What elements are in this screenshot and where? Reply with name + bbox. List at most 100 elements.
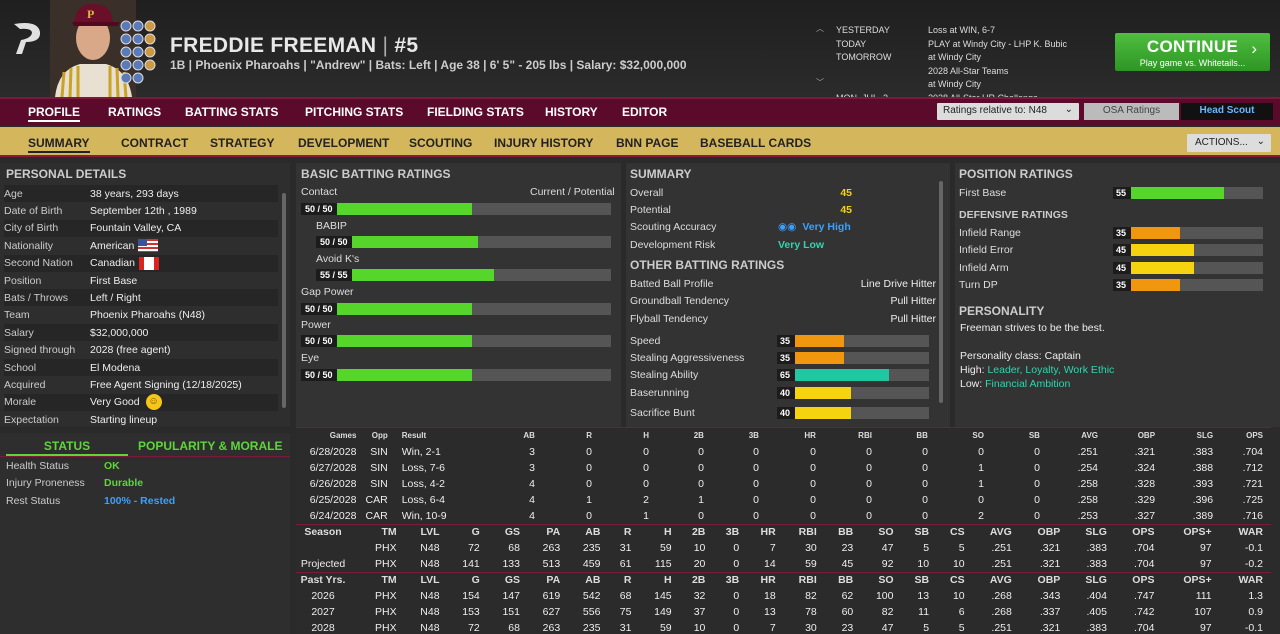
- binoculars-icon: ◉◉: [778, 221, 797, 233]
- schedule-row: TOMORROW at Windy City: [836, 52, 982, 62]
- subtab-strategy[interactable]: STRATEGY: [210, 136, 275, 150]
- stats-row: 6/25/2028 CAR Loss, 6-4 4 1 2 1 0 0 0 0 0 0.258.329.…: [309, 493, 1263, 506]
- running-rating-bar: 40: [777, 407, 929, 419]
- batting-rating-bar: 50 / 50: [301, 303, 611, 315]
- season-stats-table: Season TM LVL G GS PA AB R H 2B 3B HR RBI BB SO SB CS AVG…: [296, 523, 1271, 634]
- schedule: ︿ ﹀ YESTERDAY Loss at WIN, 6-7 TODAY PLAY a…: [816, 24, 1067, 105]
- stats-row: 2026 PHX N48 154 147 619 542 68 145 32 0 18 82 62 100 1…: [311, 590, 1263, 602]
- batting-rating-label: Power: [301, 319, 331, 331]
- personal-details-panel: PERSONAL DETAILS Age 38 years, 293 days Da…: [0, 163, 290, 427]
- running-rating-bar: 35: [777, 352, 929, 364]
- running-rating-bar: 65: [777, 369, 929, 381]
- other-batting-row: Groundball Tendency Pull Hitter: [630, 295, 936, 308]
- defensive-rating-label: Turn DP: [959, 279, 998, 292]
- personal-row: Expectation Starting lineup: [4, 413, 158, 426]
- other-batting-row: Batted Ball Profile Line Drive Hitter: [630, 278, 936, 290]
- batting-rating-label: BABIP: [316, 220, 347, 232]
- defensive-rating-bar: 45: [1113, 244, 1263, 257]
- personal-row: School El Modena: [4, 359, 278, 376]
- summary-panel: SUMMARY Overall 45 Potential 45 Scouting A…: [626, 163, 950, 427]
- tab-editor[interactable]: EDITOR: [622, 105, 668, 119]
- status-row: Injury Proneness Durable: [6, 477, 144, 490]
- stats-row: Projected PHX N48 141 133 513 459 61 115 20 0 14 59 4…: [300, 557, 1263, 570]
- stats-row: PHX N48 72 68 263 235 31 59 10 0 7 30 23 47 5 5.251.321…: [375, 542, 1263, 554]
- personality-low: Low: Financial Ambition: [960, 378, 1071, 390]
- canada-flag-icon: [138, 256, 159, 270]
- personal-row: Position First Base: [4, 274, 138, 287]
- tab-history[interactable]: HISTORY: [545, 105, 598, 119]
- batting-rating-label: Eye: [301, 352, 320, 364]
- personal-row: Second Nation Canadian: [4, 254, 278, 272]
- scouting-accuracy-row: Scouting Accuracy ◉◉ Very High: [630, 221, 851, 233]
- tab-popularity-morale[interactable]: POPULARITY & MORALE: [138, 439, 283, 453]
- chevron-up-icon[interactable]: ︿: [816, 24, 824, 33]
- defensive-rating-bar: 35: [1113, 227, 1263, 239]
- chevron-down-icon: ⌄: [1064, 104, 1073, 115]
- stats-row: 2027 PHX N48 153 151 627 556 75 149 37 0 13 78 60 82 11…: [311, 606, 1263, 618]
- actions-button[interactable]: ACTIONS... ⌄: [1187, 134, 1271, 152]
- personality-class: Personality class: Captain: [960, 350, 1081, 362]
- subtab-scouting[interactable]: SCOUTING: [409, 136, 473, 150]
- panel-title: SUMMARY: [630, 167, 692, 181]
- schedule-row: at Windy City: [928, 79, 982, 89]
- schedule-row: 2028 All-Star Teams: [928, 65, 1009, 76]
- svg-text:P: P: [87, 7, 94, 21]
- personal-row: Age 38 years, 293 days: [4, 185, 278, 202]
- defensive-rating-bar: 45: [1113, 261, 1263, 274]
- batting-rating-label: Gap Power: [301, 286, 354, 298]
- osa-ratings-button[interactable]: OSA Ratings: [1084, 103, 1179, 120]
- stats-header-row: Past Yrs. TM LVL G GS PA AB R H 2B 3B HR RBI BB SO SB CS…: [296, 571, 1271, 588]
- running-rating-label: Baserunning: [630, 387, 689, 399]
- chevron-down-icon[interactable]: ﹀: [816, 78, 824, 87]
- subtab-bnn-page[interactable]: BNN PAGE: [616, 136, 679, 150]
- ratings-relative-select[interactable]: Ratings relative to: N48 ⌄: [937, 103, 1079, 120]
- scrollbar[interactable]: [939, 181, 943, 403]
- running-rating-label: Sacrifice Bunt: [630, 407, 695, 419]
- status-row: Health Status OK: [6, 460, 120, 472]
- schedule-row: YESTERDAY Loss at WIN, 6-7: [836, 25, 996, 35]
- defensive-rating-label: Infield Arm: [959, 261, 1009, 274]
- running-rating-label: Speed: [630, 335, 661, 347]
- tab-profile[interactable]: PROFILE: [28, 105, 81, 122]
- tab-fielding-stats[interactable]: FIELDING STATS: [427, 105, 524, 119]
- panel-title: BASIC BATTING RATINGS: [301, 167, 451, 181]
- personal-row: Nationality American: [4, 237, 278, 254]
- other-batting-title: OTHER BATTING RATINGS: [630, 258, 785, 272]
- status-panel: STATUS POPULARITY & MORALE Health Status…: [0, 433, 290, 634]
- personal-row: Morale Very Good ☺: [4, 393, 278, 411]
- schedule-row: TODAY PLAY at Windy City - LHP K. Bubic: [836, 38, 1068, 49]
- personal-row: Acquired Free Agent Signing (12/18/2025): [4, 378, 242, 391]
- defensive-rating-bar: 35: [1113, 279, 1263, 292]
- personal-row: Salary $32,000,000: [4, 324, 278, 342]
- running-rating-bar: 40: [777, 387, 929, 399]
- tab-status[interactable]: STATUS: [6, 436, 128, 456]
- tab-batting-stats[interactable]: BATTING STATS: [185, 105, 279, 119]
- panel-title: PERSONAL DETAILS: [6, 167, 127, 181]
- personal-row: Team Phoenix Pharoahs (N48): [4, 309, 205, 322]
- head-scout-button[interactable]: Head Scout: [1181, 103, 1273, 120]
- subtab-development[interactable]: DEVELOPMENT: [298, 136, 390, 150]
- player-name: FREDDIE FREEMAN | #5: [170, 34, 419, 57]
- batting-rating-bar: 50 / 50: [316, 236, 611, 248]
- player-photo: P: [50, 0, 136, 97]
- running-rating-label: Stealing Ability: [630, 369, 699, 381]
- personality-text: Freeman strives to be the best.: [960, 322, 1105, 334]
- batting-rating-label: Avoid K's: [316, 253, 360, 265]
- stats-row: 6/26/2028 SIN Loss, 4-2 4 0 0 0 0 0 0 0 1 0.258.328.…: [309, 477, 1263, 490]
- stats-header-row: Season TM LVL G GS PA AB R H 2B 3B HR RBI BB SO SB CS AVG…: [296, 523, 1271, 540]
- stats-table: Games Opp Result AB R H 2B 3B HR RBI BB SO SB AVG OBP S…: [296, 427, 1280, 634]
- continue-button[interactable]: CONTINUE Play game vs. Whitetails... ›: [1115, 33, 1270, 71]
- personal-row: Bats / Throws Left / Right: [4, 289, 278, 307]
- batting-rating-bar: 50 / 50: [301, 203, 611, 215]
- other-batting-row: Flyball Tendency Pull Hitter: [630, 312, 936, 325]
- subtab-contract[interactable]: CONTRACT: [121, 136, 189, 150]
- subtab-baseball-cards[interactable]: BASEBALL CARDS: [700, 136, 812, 150]
- subtab-summary[interactable]: SUMMARY: [28, 136, 90, 153]
- position-ratings-panel: POSITION RATINGS First Base 55 DEFENSIVE…: [955, 163, 1280, 427]
- scrollbar[interactable]: [282, 193, 286, 408]
- smiley-icon: ☺: [145, 394, 162, 411]
- subtab-injury-history[interactable]: INJURY HISTORY: [494, 136, 594, 150]
- tab-pitching-stats[interactable]: PITCHING STATS: [305, 105, 404, 119]
- defensive-rating-label: Infield Error: [959, 244, 1014, 257]
- tab-ratings[interactable]: RATINGS: [108, 105, 162, 119]
